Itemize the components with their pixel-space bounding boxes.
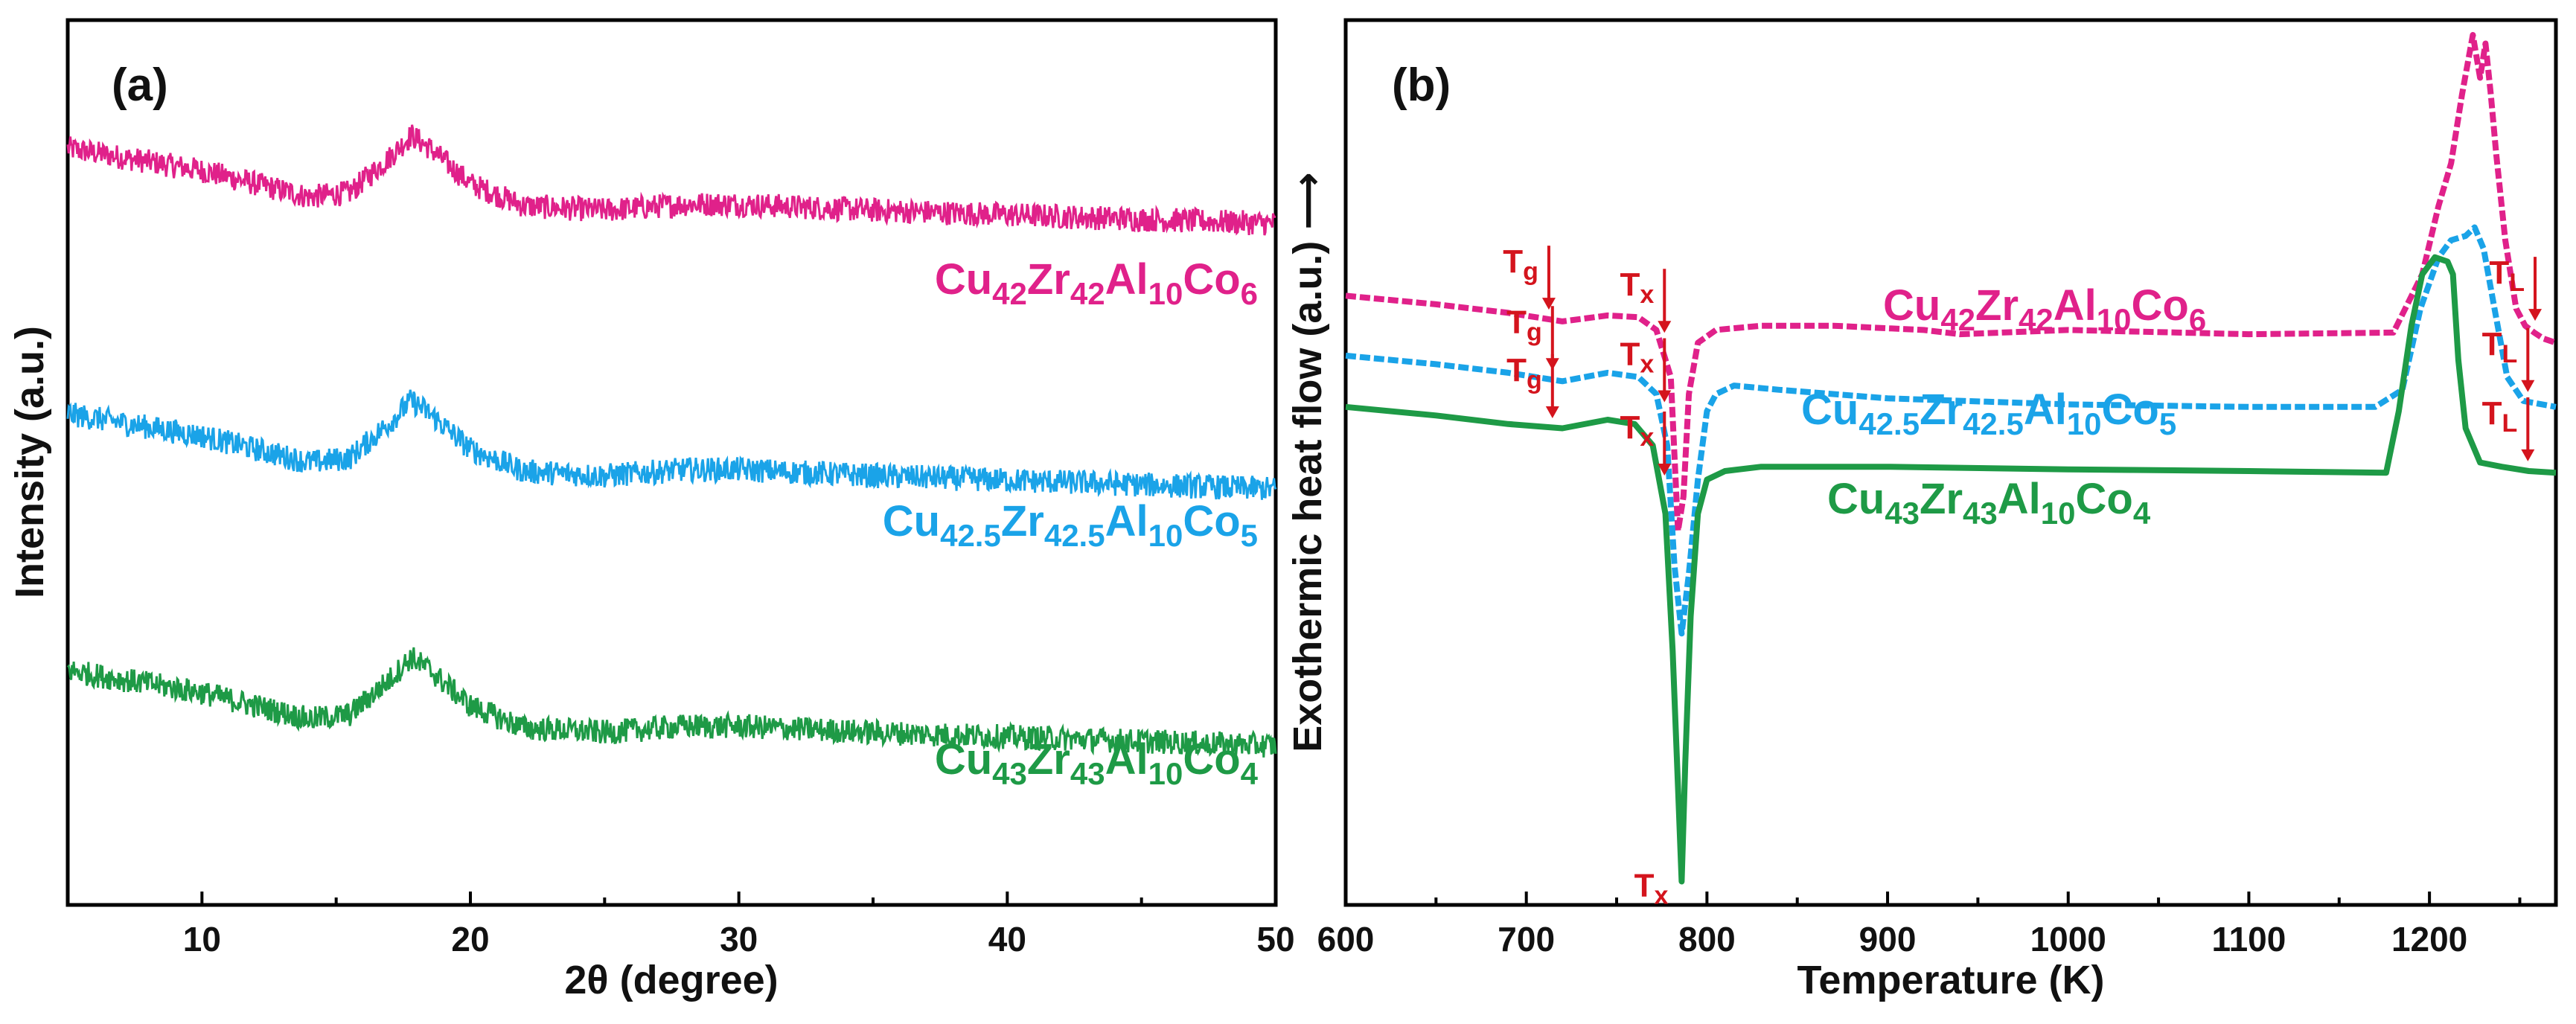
dsc-series-label-0: Cu42Zr42Al10Co6 [1883, 281, 2206, 337]
dsc-y-axis-title: Exothermic heat flow (a.u.) ⟶ [1285, 172, 1330, 752]
xrd-y-axis-title: Intensity (a.u.) [7, 326, 52, 598]
dsc-series-label-2: Cu43Zr43Al10Co4 [1827, 475, 2151, 531]
svg-text:TL: TL [2489, 255, 2525, 297]
xrd-curve-2 [66, 647, 1277, 758]
transition-marker-TL: TL [2482, 395, 2535, 461]
transition-marker-TL: TL [2489, 255, 2543, 321]
xrd-x-tick-label: 10 [183, 920, 221, 959]
xrd-x-tick-label: 20 [451, 920, 489, 959]
xrd-series-label-1: Cu42.5Zr42.5Al10Co5 [883, 497, 1258, 553]
svg-text:Tg: Tg [1506, 352, 1542, 394]
dsc-panel: 600 700 800 900 1000 1100 1200 Cu42Zr42Al10Co6… [1285, 18, 2558, 1002]
dsc-x-tick-label: 1100 [2212, 920, 2286, 959]
dsc-series-label-1: Cu42.5Zr42.5Al10Co5 [1801, 385, 2176, 441]
xrd-x-tick-label: 50 [1256, 920, 1294, 959]
xrd-curve-0 [66, 124, 1276, 236]
dsc-series-labels: Cu42Zr42Al10Co6 Cu42.5Zr42.5Al10Co5 Cu43Zr… [1801, 281, 2206, 531]
dsc-x-ticks: 600 700 800 900 1000 1100 1200 [1317, 892, 2522, 959]
dsc-x-tick-label: 600 [1317, 920, 1375, 959]
transition-marker-Tg: Tg [1506, 304, 1559, 371]
xrd-series-labels: Cu42Zr42Al10Co6 Cu42.5Zr42.5Al10Co5 Cu43Zr… [883, 255, 1259, 791]
transition-marker-Tg: Tg [1506, 352, 1559, 419]
transition-marker-Tx: Tx [1634, 868, 1669, 910]
dsc-x-tick-label: 900 [1859, 920, 1917, 959]
dsc-curve-2 [1345, 254, 2557, 885]
xrd-panel: 10 20 30 40 50 Cu42Zr42Al10Co6 Cu42.5Zr42.5Al… [7, 18, 1295, 1002]
dsc-curve-1 [1345, 224, 2557, 637]
transition-marker-Tg: Tg [1503, 243, 1556, 310]
svg-text:Tx: Tx [1634, 868, 1669, 910]
xrd-curve-1 [66, 389, 1277, 500]
transition-marker-Tx: Tx [1620, 409, 1672, 476]
dsc-x-axis-title: Temperature (K) [1797, 958, 2104, 1002]
dsc-curves [1345, 32, 2557, 885]
xrd-plot-frame [65, 18, 1278, 907]
svg-text:Tx: Tx [1620, 336, 1654, 379]
svg-text:Tg: Tg [1506, 304, 1542, 346]
svg-text:TL: TL [2482, 395, 2518, 438]
xrd-x-ticks: 10 20 30 40 50 [66, 892, 1295, 959]
dsc-plot-frame [1343, 18, 2558, 907]
dsc-x-tick-label: 1200 [2391, 920, 2467, 959]
svg-text:Tx: Tx [1620, 266, 1654, 309]
dsc-curve-0 [1345, 32, 2557, 534]
svg-text:Tx: Tx [1620, 409, 1654, 452]
xrd-series-label-2: Cu43Zr43Al10Co4 [935, 735, 1259, 791]
dsc-transition-markers: Tg Tx Tg Tx Tg Tx Tx TL TL TL [1503, 243, 2543, 910]
xrd-x-tick-label: 30 [720, 920, 758, 959]
dsc-x-tick-label: 800 [1678, 920, 1736, 959]
svg-text:Tg: Tg [1503, 243, 1538, 286]
svg-text:TL: TL [2482, 326, 2518, 368]
xrd-curves [66, 124, 1277, 758]
xrd-series-label-0: Cu42Zr42Al10Co6 [935, 255, 1258, 311]
transition-marker-Tx: Tx [1620, 336, 1672, 403]
xrd-x-tick-label: 40 [988, 920, 1026, 959]
transition-marker-TL: TL [2482, 326, 2535, 392]
xrd-x-axis-title: 2θ (degree) [564, 958, 778, 1002]
panel-a-label: (a) [112, 60, 168, 111]
dsc-x-tick-label: 700 [1498, 920, 1555, 959]
dsc-x-tick-label: 1000 [2030, 920, 2106, 959]
panel-b-label: (b) [1392, 60, 1451, 111]
transition-marker-Tx: Tx [1620, 266, 1672, 333]
